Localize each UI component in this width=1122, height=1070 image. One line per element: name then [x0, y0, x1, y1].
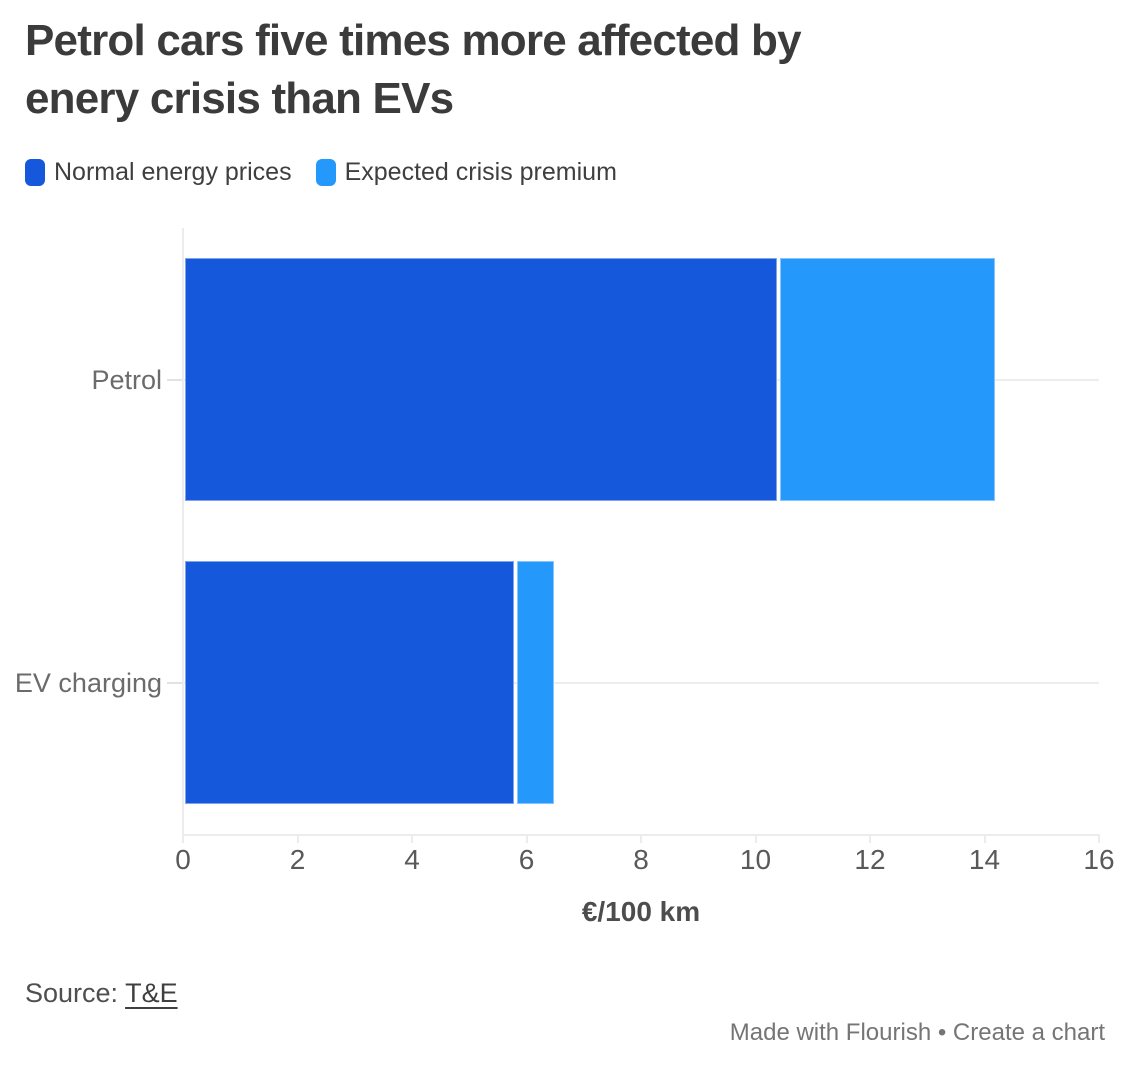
x-tick-label: 2	[289, 844, 306, 875]
category-label-ev-charging: EV charging	[14, 667, 162, 698]
made-with-flourish-link[interactable]: Made with Flourish	[729, 1019, 932, 1046]
y-axis-line	[182, 228, 184, 834]
x-tick-label: 8	[633, 844, 649, 875]
legend-label: Normal energy prices	[54, 158, 292, 186]
x-axis-line	[182, 834, 1100, 836]
create-chart-link[interactable]: Create a chart	[952, 1019, 1105, 1046]
x-tick-label: 10	[739, 844, 772, 875]
x-tick-label: 14	[968, 844, 1001, 875]
x-tick-mark	[754, 836, 757, 843]
x-tick-label: 16	[1083, 844, 1115, 875]
category-label-petrol: Petrol	[91, 364, 162, 395]
x-tick-mark	[525, 836, 528, 843]
legend-label: Expected crisis premium	[344, 158, 617, 186]
bar-segment-expected-crisis-premium-petrol[interactable]	[780, 258, 995, 501]
flourish-credit: Made with Flourish • Create a chart	[730, 1019, 1105, 1047]
x-tick-mark	[411, 836, 413, 843]
credit-separator: •	[931, 1019, 953, 1046]
x-tick-mark	[182, 836, 184, 843]
row-gridline	[183, 681, 1099, 684]
x-tick-mark	[1098, 836, 1100, 843]
x-tick-label: 4	[404, 844, 420, 875]
bar-segment-expected-crisis-premium-ev-charging[interactable]	[517, 561, 555, 804]
legend-item-normal-energy-prices[interactable]: Normal energy prices	[25, 159, 292, 186]
legend: Normal energy prices Expected crisis prem…	[25, 159, 617, 186]
x-tick-label: 6	[518, 844, 535, 875]
chart-title: Petrol cars five times more affected by …	[25, 12, 1035, 128]
legend-swatch-icon	[315, 159, 336, 186]
legend-item-expected-crisis-premium[interactable]: Expected crisis premium	[315, 158, 617, 186]
category-tick-mark	[167, 681, 182, 684]
source-line: Source: T&E	[25, 978, 178, 1009]
x-tick-mark	[296, 836, 299, 843]
source-label: Source:	[25, 978, 126, 1008]
x-tick-mark	[983, 836, 986, 843]
x-tick-mark	[640, 836, 642, 843]
legend-swatch-icon	[25, 159, 45, 186]
bar-segment-normal-energy-prices-petrol[interactable]	[185, 258, 778, 501]
x-tick-mark	[869, 836, 871, 843]
x-tick-label: 0	[175, 844, 191, 875]
bar-segment-normal-energy-prices-ev-charging[interactable]	[185, 561, 515, 804]
chart-title-line-1: Petrol cars five times more affected by	[25, 16, 802, 65]
x-tick-label: 12	[854, 844, 886, 875]
source-link[interactable]: T&E	[125, 978, 178, 1008]
category-tick-mark	[167, 378, 182, 381]
chart-title-line-2: enery crisis than EVs	[25, 74, 454, 123]
x-axis-title: €/100 km	[581, 896, 701, 927]
